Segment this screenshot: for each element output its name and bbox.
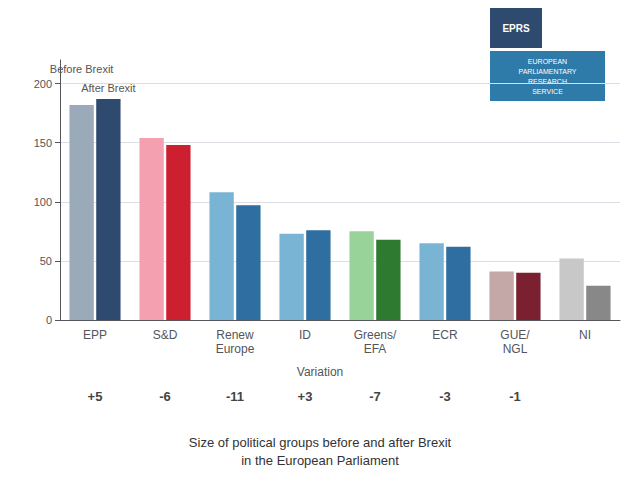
svg-text:150: 150	[34, 137, 52, 149]
svg-text:-6: -6	[159, 389, 171, 404]
svg-text:Greens/: Greens/	[354, 328, 397, 342]
svg-text:EPP: EPP	[83, 328, 107, 342]
svg-text:NGL: NGL	[503, 342, 528, 356]
svg-text:50: 50	[40, 255, 52, 267]
svg-text:RESEARCH: RESEARCH	[528, 77, 567, 85]
svg-text:in the European Parliament: in the European Parliament	[241, 453, 399, 468]
svg-text:PARLIAMENTARY: PARLIAMENTARY	[519, 68, 577, 75]
svg-text:EUROPEAN: EUROPEAN	[528, 58, 567, 65]
svg-text:-1: -1	[509, 389, 521, 404]
svg-text:0: 0	[46, 314, 52, 326]
svg-text:Size of political groups befor: Size of political groups before and afte…	[189, 435, 452, 450]
svg-text:+3: +3	[298, 389, 313, 404]
svg-text:Variation: Variation	[297, 365, 343, 379]
svg-text:-11: -11	[226, 389, 244, 404]
svg-text:+5: +5	[88, 389, 103, 404]
svg-text:ID: ID	[299, 328, 311, 342]
svg-text:Europe: Europe	[216, 342, 255, 356]
svg-text:NI: NI	[579, 328, 591, 342]
svg-text:Before Brexit: Before Brexit	[50, 63, 114, 75]
svg-text:EPRS: EPRS	[502, 23, 530, 34]
svg-text:S&D: S&D	[153, 328, 178, 342]
svg-text:After Brexit: After Brexit	[81, 82, 135, 94]
svg-text:EFA: EFA	[364, 342, 387, 356]
svg-text:ECR: ECR	[432, 328, 458, 342]
svg-text:200: 200	[34, 78, 52, 90]
svg-text:GUE/: GUE/	[500, 328, 530, 342]
svg-text:SERVICE: SERVICE	[532, 88, 563, 95]
svg-text:Renew: Renew	[216, 328, 254, 342]
svg-text:-7: -7	[369, 389, 381, 404]
svg-text:-3: -3	[439, 389, 451, 404]
svg-text:100: 100	[34, 196, 52, 208]
